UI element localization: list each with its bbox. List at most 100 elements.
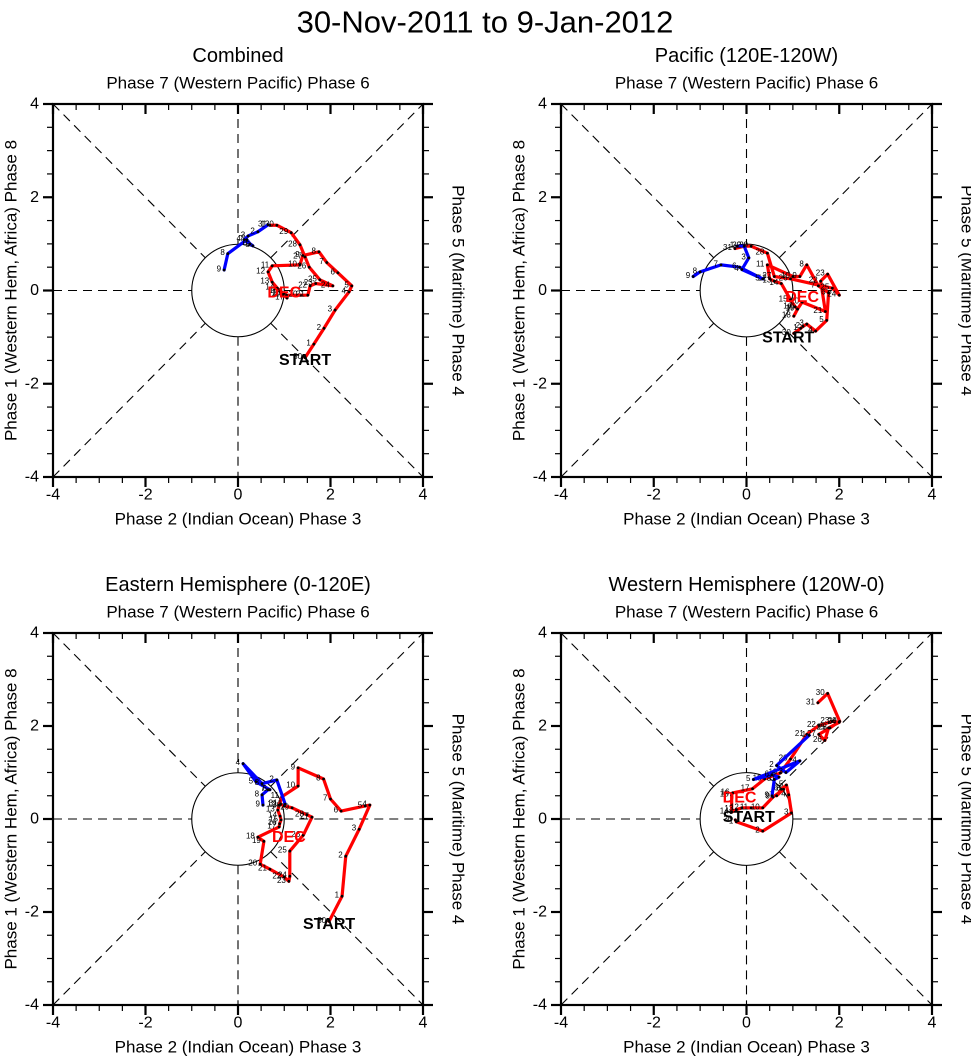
day-label: 17 [267, 821, 276, 830]
data-point [730, 810, 734, 814]
data-point [322, 326, 326, 330]
guide-diagonal-se [270, 322, 424, 478]
day-label: 8 [767, 774, 772, 783]
day-label: 26 [297, 262, 306, 271]
day-label: 17 [786, 304, 795, 313]
data-point [222, 268, 226, 272]
y-tick-label: -4 [25, 469, 39, 486]
series-line [256, 766, 372, 923]
day-label: 27 [807, 729, 816, 738]
data-point [282, 875, 286, 879]
guide-lines [560, 632, 933, 1006]
data-point [308, 284, 312, 288]
day-label: 9 [765, 792, 770, 801]
day-label: 2 [769, 760, 774, 769]
day-label: 21 [795, 729, 804, 738]
day-label: 18 [246, 832, 255, 841]
panel-title: Pacific (120E-120W) [655, 45, 838, 67]
y-tick-label: -2 [25, 904, 39, 921]
day-label: 2 [269, 774, 274, 783]
day-label: 28 [755, 248, 764, 257]
day-label: 26 [779, 273, 788, 282]
data-point [830, 719, 834, 723]
day-label: 23 [820, 716, 829, 725]
day-label: 16 [721, 787, 730, 796]
day-label: 5 [779, 780, 784, 789]
day-label: 13 [724, 804, 733, 813]
day-label: 1 [306, 339, 311, 348]
data-point [317, 250, 321, 254]
day-label: 9 [256, 800, 261, 809]
data-point [283, 802, 287, 806]
day-label: 30 [782, 328, 791, 337]
day-label: 2 [250, 226, 255, 235]
data-point [327, 919, 331, 923]
guide-diagonal-nw [560, 103, 715, 259]
panel-3: Eastern Hemisphere (0-120E) Phase 7 (West… [2, 574, 468, 1057]
y-tick-label: 0 [30, 811, 39, 828]
data-point [827, 291, 830, 295]
data-point [363, 804, 367, 808]
day-label: 3 [241, 230, 246, 239]
data-point [775, 764, 779, 767]
x-axis-label: Phase 2 (Indian Ocean) Phase 3 [115, 510, 362, 529]
data-point [792, 314, 796, 318]
data-point [740, 806, 744, 810]
data-point [778, 771, 782, 775]
data-point [819, 279, 823, 283]
data-point [290, 806, 294, 810]
x-tick-label: 2 [326, 487, 335, 504]
data-point [322, 777, 325, 781]
day-label: 28 [818, 722, 827, 731]
data-point [805, 263, 809, 267]
x-tick-label: -2 [647, 1015, 661, 1032]
x-axis-label: Phase 2 (Indian Ocean) Phase 3 [623, 1038, 870, 1057]
data-point [285, 293, 288, 297]
data-point [339, 809, 343, 813]
panel-1: Combined Phase 7 (Western Pacific) Phase … [2, 45, 468, 529]
x-tick-label: -4 [46, 487, 60, 504]
day-label: 9 [686, 271, 691, 280]
day-label: 6 [262, 784, 267, 793]
day-label: 27 [300, 812, 309, 821]
data-point [275, 286, 279, 290]
day-label: 17 [741, 783, 750, 792]
day-label: 18 [272, 287, 281, 296]
data-point [261, 803, 265, 807]
data-point [805, 322, 809, 326]
data-point [325, 261, 329, 264]
guide-diagonal-ne [270, 632, 424, 787]
data-point [256, 835, 260, 839]
x-tick-label: 2 [835, 487, 844, 504]
x-tick-label: 4 [419, 487, 428, 504]
day-label: 19 [252, 836, 261, 845]
data-point [329, 797, 332, 801]
day-label: 22 [298, 280, 307, 289]
month-label-dec: DEC [267, 284, 301, 301]
day-label: 10 [286, 780, 295, 789]
day-label: 28 [295, 809, 304, 818]
data-point [779, 787, 783, 791]
data-point [837, 293, 841, 297]
start-label: START [762, 329, 814, 346]
day-label: 17 [275, 292, 284, 301]
data-point [779, 282, 783, 285]
x-axis-label: Phase 2 (Indian Ocean) Phase 3 [623, 510, 870, 529]
unit-circle [699, 243, 794, 338]
data-point [266, 223, 270, 227]
data-point [801, 325, 805, 328]
day-label: 26 [813, 735, 822, 744]
data-point [731, 791, 734, 795]
day-label: 25 [817, 722, 826, 731]
day-label: 13 [260, 277, 269, 286]
day-label: 3 [799, 319, 804, 328]
data-point [775, 794, 779, 798]
data-point [282, 291, 286, 295]
day-label: 5 [245, 240, 250, 249]
month-label-dec: DEC [723, 790, 757, 807]
data-point [262, 839, 266, 843]
panel-2: Pacific (120E-120W) Phase 7 (Western Paci… [510, 45, 971, 529]
guide-diagonal-ne [778, 103, 933, 259]
